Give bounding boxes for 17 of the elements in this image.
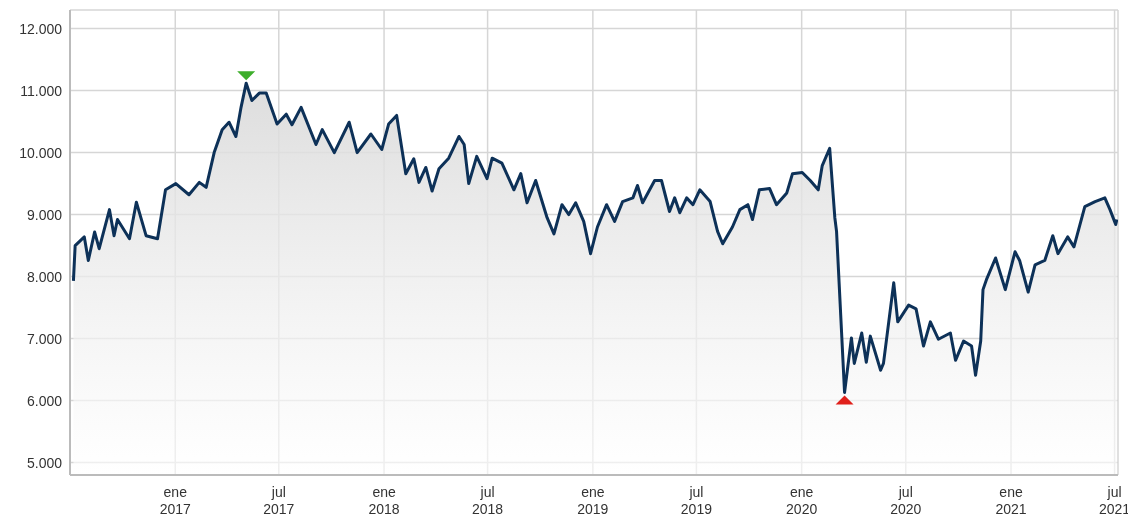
- x-tick-label: ene 2019: [577, 484, 609, 517]
- x-tick-label: jul 2017: [263, 484, 295, 517]
- x-tick-label: jul 2018: [472, 484, 504, 517]
- y-tick-label: 5.000: [26, 454, 63, 471]
- x-tick-label: ene 2021: [995, 484, 1027, 517]
- y-tick-label: 12.000: [19, 20, 63, 37]
- x-tick-label: ene 2020: [786, 484, 818, 517]
- y-tick-label: 9.000: [26, 206, 63, 223]
- y-tick-label: 11.000: [20, 82, 63, 99]
- x-tick-label: ene 2017: [159, 484, 192, 517]
- y-tick-label: 7.000: [26, 330, 63, 347]
- x-tick-label: ene 2018: [368, 484, 400, 517]
- y-tick-label: 8.000: [26, 268, 63, 285]
- x-tick-label: jul 2020: [890, 484, 922, 517]
- y-tick-label: 6.000: [26, 392, 63, 409]
- x-tick-label: jul 2019: [680, 484, 713, 517]
- y-tick-label: 10.000: [19, 144, 63, 161]
